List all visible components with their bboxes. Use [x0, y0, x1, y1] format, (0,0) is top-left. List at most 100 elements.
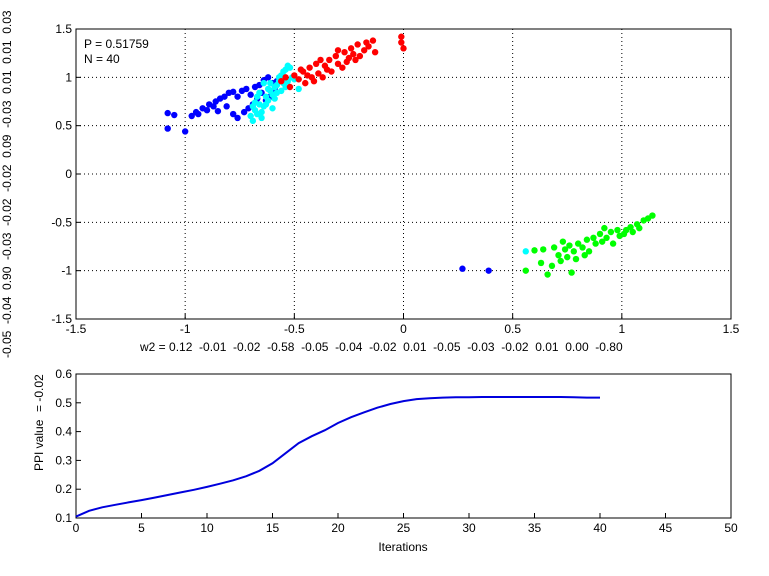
scatter-y-axis-label: -0.05 -0.04 0.90 -0.03 -0.02 -0.02 0.09 … [0, 10, 14, 358]
annotation-p: P = 0.51759 [84, 37, 149, 51]
scatter-point [230, 88, 237, 96]
scatter-point [262, 101, 270, 108]
line-x-tick-label: 20 [331, 521, 345, 535]
scatter-point [559, 238, 567, 245]
scatter-y-tick-label: 1.5 [55, 22, 72, 36]
scatter-point [570, 248, 577, 255]
scatter-point [400, 45, 407, 52]
scatter-plot: -1.5 -1 -0.5 0 0.5 1 1.5 -1.5 -1 -0.5 0 0.5 1 1.5 P =… [0, 10, 740, 358]
scatter-point [531, 247, 538, 254]
scatter-point [557, 257, 564, 265]
scatter-point [240, 108, 248, 116]
ppi-series-line [75, 396, 600, 518]
scatter-point [365, 43, 372, 50]
scatter-point [398, 33, 405, 40]
scatter-point [581, 252, 588, 259]
scatter-point [269, 105, 276, 112]
scatter-point [352, 56, 359, 64]
scatter-y-tick-label: 0.5 [55, 119, 72, 133]
scatter-x-tick-label: -1.5 [66, 322, 87, 336]
scatter-point [230, 110, 237, 118]
scatter-point [522, 267, 529, 274]
scatter-point [579, 244, 586, 251]
line-y-tick-label: 0.5 [55, 396, 72, 410]
scatter-point [607, 228, 615, 236]
scatter-point [164, 109, 171, 117]
scatter-x-tick-label: 1.5 [723, 322, 740, 336]
scatter-point [319, 74, 326, 81]
scatter-point [459, 265, 466, 272]
line-ticks: 0 5 10 15 20 25 30 35 40 45 50 0.1 0.2 0.3 0.4 0.5 0.6 [55, 367, 738, 535]
line-x-tick-label: 35 [528, 521, 542, 535]
scatter-point [260, 79, 267, 87]
scatter-x-axis-label: w2 = 0.12 -0.01 -0.02 -0.58 -0.05 -0.04 … [139, 340, 623, 354]
line-plot: 0 5 10 15 20 25 30 35 40 45 50 0.1 0.2 0.3 0.4 0.5 0.6 I… [32, 367, 738, 554]
scatter-point [323, 66, 331, 73]
scatter-point [614, 226, 621, 234]
scatter-point [537, 259, 545, 267]
scatter-point [214, 107, 222, 115]
scatter-point [601, 224, 608, 232]
scatter-point [566, 242, 573, 249]
annotation-n: N = 40 [84, 52, 120, 66]
scatter-point [609, 240, 617, 247]
scatter-point [188, 112, 195, 120]
scatter-point [171, 111, 178, 119]
line-y-tick-label: 0.6 [55, 367, 72, 381]
scatter-point [590, 234, 597, 241]
scatter-point [583, 236, 591, 243]
scatter-point [234, 114, 241, 122]
scatter-point [317, 56, 324, 64]
scatter-y-tick-label: 1 [65, 70, 72, 84]
line-y-tick-label: 0.2 [55, 482, 72, 496]
scatter-point [247, 91, 254, 98]
line-y-axis-label: PPI value [32, 419, 46, 471]
scatter-point [564, 253, 571, 261]
scatter-point [192, 108, 200, 116]
scatter-point [249, 117, 257, 125]
scatter-point [264, 74, 272, 81]
line-x-tick-label: 30 [462, 521, 476, 535]
scatter-point [568, 269, 575, 276]
scatter-point [398, 39, 405, 46]
scatter-points [164, 33, 656, 278]
scatter-point [286, 83, 294, 91]
line-x-tick-label: 0 [73, 521, 80, 535]
scatter-point [334, 47, 342, 54]
scatter-point [310, 78, 318, 85]
scatter-point [249, 103, 257, 110]
scatter-point [627, 223, 634, 231]
scatter-point [291, 72, 298, 79]
scatter-point [326, 56, 333, 64]
scatter-point [561, 246, 569, 253]
scatter-point [181, 128, 189, 135]
scatter-x-tick-label: 0.5 [504, 322, 521, 336]
scatter-point [332, 52, 340, 60]
scatter-ticks: -1.5 -1 -0.5 0 0.5 1 1.5 -1.5 -1 -0.5 0 0.5 1 1.5 [51, 22, 739, 336]
scatter-point [598, 238, 606, 245]
scatter-x-tick-label: -1 [180, 322, 191, 336]
scatter-point [304, 72, 311, 79]
scatter-point [356, 52, 364, 60]
scatter-point [280, 68, 287, 75]
scatter-point [343, 58, 350, 66]
line-axes-box [75, 373, 732, 519]
scatter-y-tick-label: 0 [65, 167, 72, 181]
scatter-point [649, 212, 656, 219]
scatter-x-tick-label: 1 [618, 322, 625, 336]
scatter-y-tick-label: -1.5 [51, 312, 72, 326]
scatter-point [334, 60, 342, 67]
line-y-tick-label: 0.3 [55, 453, 72, 467]
scatter-point [258, 108, 265, 116]
scatter-point [210, 103, 217, 110]
line-y-tick-label: 0.1 [55, 511, 72, 525]
scatter-point [278, 87, 285, 95]
scatter-point [339, 64, 346, 71]
scatter-point [295, 76, 302, 83]
scatter-point [258, 114, 265, 122]
scatter-point [164, 125, 171, 132]
scatter-point [221, 93, 228, 100]
scatter-point [354, 41, 361, 48]
line-x-tick-label: 10 [200, 521, 214, 535]
